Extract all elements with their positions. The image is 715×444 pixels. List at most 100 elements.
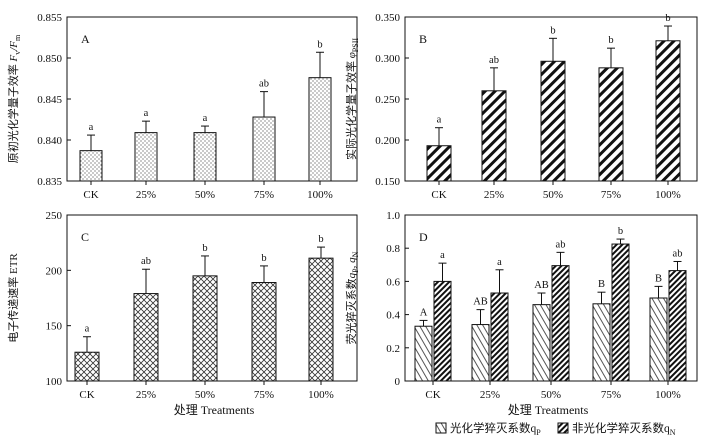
bar-hatch-light <box>532 304 551 382</box>
bar <box>308 77 332 182</box>
significance-label: ab <box>259 79 269 90</box>
y-axis-title: 电子传递速率 ETR <box>6 253 20 343</box>
x-tick-label: 25% <box>136 189 156 201</box>
significance-label: b <box>202 243 207 254</box>
significance-label: a <box>440 250 445 261</box>
significance-label: a <box>437 115 442 126</box>
x-tick-label: 75% <box>601 189 621 201</box>
x-tick-label: CK <box>79 389 94 401</box>
y-tick-label: 0.850 <box>37 53 62 65</box>
x-tick-label: 25% <box>136 389 156 401</box>
bar <box>134 132 158 182</box>
significance-label: A <box>420 307 428 318</box>
x-axis-title-left: 处理 Treatments <box>174 403 255 417</box>
legend-label: 非光化学猝灭系数qN <box>572 421 676 437</box>
legend-swatch <box>557 422 569 434</box>
significance-label: ab <box>489 55 499 66</box>
bar <box>74 351 100 382</box>
panel-letter: B <box>419 32 427 46</box>
bar-hatch-dark <box>611 243 630 382</box>
x-tick-label: 75% <box>254 189 274 201</box>
panel-letter: D <box>419 230 428 244</box>
bar <box>308 257 334 382</box>
panel-letter: A <box>81 32 90 46</box>
bar <box>598 67 624 182</box>
x-axis-title-right: 处理 Treatments <box>508 403 589 417</box>
bar <box>193 132 217 182</box>
panel-B: 0.150 0.200 0.250 0.300 0.350 CK 25% 50% 75% 100%… <box>344 12 698 201</box>
x-tick-label: 25% <box>480 389 500 401</box>
significance-label: b <box>618 226 623 237</box>
x-tick-label: 25% <box>484 189 504 201</box>
y-tick-label: 100 <box>46 376 63 388</box>
y-tick-label: 200 <box>46 265 63 277</box>
y-tick-label: 0.250 <box>375 94 400 106</box>
significance-label: a <box>85 324 90 335</box>
x-tick-label: 100% <box>307 189 333 201</box>
bar <box>251 282 277 382</box>
bar-hatch-dark <box>551 265 570 382</box>
bar-hatch-dark <box>490 292 509 382</box>
y-tick-label: 0.2 <box>386 343 400 355</box>
y-tick-label: 150 <box>46 321 63 333</box>
legend: 光化学猝灭系数qP 非光化学猝灭系数qN <box>435 421 676 437</box>
y-tick-label: 0.835 <box>37 176 62 188</box>
bar <box>426 145 452 182</box>
significance-label: ab <box>673 248 683 259</box>
y-tick-label: 1.0 <box>386 210 400 222</box>
y-tick-label: 250 <box>46 210 63 222</box>
x-tick-label: 50% <box>195 189 215 201</box>
bar-hatch-dark <box>668 270 687 382</box>
y-tick-label: 0.4 <box>386 310 400 322</box>
chart-panels: 0.835 0.840 0.845 0.850 0.855 CK 25% 50% 75% 100%… <box>6 12 698 401</box>
significance-label: AB <box>473 297 488 308</box>
y-axis-title: 荧光猝灭系数qP, qN <box>344 251 360 344</box>
significance-label: a <box>203 113 208 124</box>
bar <box>79 150 103 182</box>
significance-label: b <box>550 25 555 36</box>
y-axis-title: 原初光化学量子效率 Fv/Fm <box>6 34 22 163</box>
x-tick-label: 50% <box>541 389 561 401</box>
significance-label: b <box>318 234 323 245</box>
x-tick-label: 100% <box>655 189 681 201</box>
significance-label: B <box>655 273 662 284</box>
bar-hatch-light <box>592 303 611 382</box>
y-tick-label: 0.300 <box>375 53 400 65</box>
x-tick-label: 50% <box>195 389 215 401</box>
x-tick-label: 100% <box>655 389 681 401</box>
x-tick-label: 100% <box>308 389 334 401</box>
y-tick-label: 0.855 <box>37 12 62 24</box>
x-tick-label: CK <box>425 389 440 401</box>
x-tick-label: 75% <box>254 389 274 401</box>
significance-label: a <box>497 257 502 268</box>
y-tick-label: 0.150 <box>375 176 400 188</box>
y-tick-label: 0.6 <box>386 276 400 288</box>
y-axis-title: 实际光化学量子效率 φPSII <box>344 38 360 160</box>
significance-label: ab <box>556 239 566 250</box>
significance-label: B <box>598 279 605 290</box>
bar <box>192 275 218 382</box>
legend-swatch <box>435 422 447 434</box>
y-tick-label: 0 <box>395 376 401 388</box>
y-tick-label: 0.350 <box>375 12 400 24</box>
panel-C: 100 150 200 250 CK 25% 50% 75% 100% C 电子传递速率 ETR a a… <box>6 210 358 401</box>
bar <box>655 40 681 182</box>
significance-label: b <box>608 35 613 46</box>
x-tick-label: CK <box>83 189 98 201</box>
bar <box>481 90 507 182</box>
bar-hatch-dark <box>433 280 452 382</box>
bar <box>540 60 566 182</box>
significance-label: b <box>261 253 266 264</box>
significance-label: a <box>89 122 94 133</box>
significance-label: ab <box>141 256 151 267</box>
x-tick-label: CK <box>431 189 446 201</box>
y-tick-label: 0.845 <box>37 94 62 106</box>
y-tick-label: 0.840 <box>37 135 62 147</box>
panel-letter: C <box>81 230 89 244</box>
x-tick-label: 75% <box>601 389 621 401</box>
panel-A: 0.835 0.840 0.845 0.850 0.855 CK 25% 50% 75% 100%… <box>6 12 358 201</box>
x-tick-label: 50% <box>543 189 563 201</box>
y-tick-label: 0.200 <box>375 135 400 147</box>
bar-hatch-light <box>414 325 433 382</box>
